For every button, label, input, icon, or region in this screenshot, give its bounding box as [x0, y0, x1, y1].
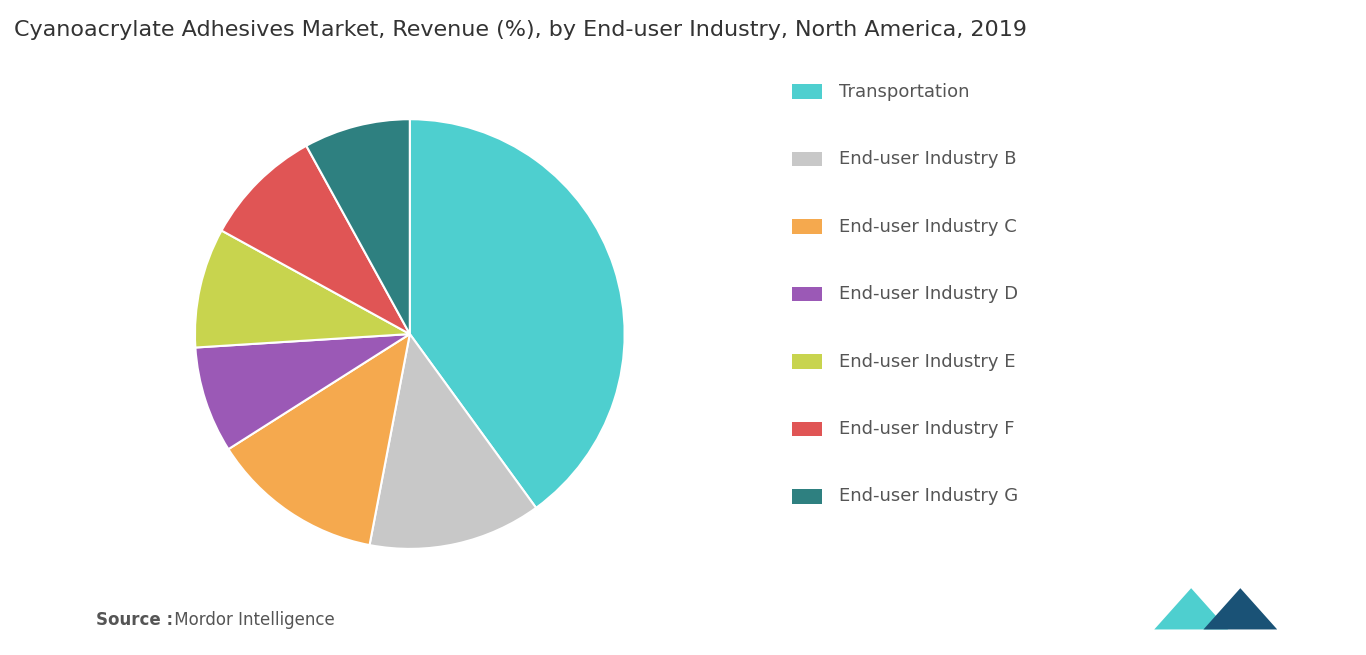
Text: Transportation: Transportation: [839, 83, 970, 101]
Wedge shape: [306, 119, 410, 334]
Text: End-user Industry C: End-user Industry C: [839, 217, 1016, 236]
Wedge shape: [228, 334, 410, 545]
Text: Cyanoacrylate Adhesives Market, Revenue (%), by End-user Industry, North America: Cyanoacrylate Adhesives Market, Revenue …: [14, 20, 1027, 40]
Text: End-user Industry D: End-user Industry D: [839, 285, 1018, 303]
Polygon shape: [1203, 588, 1277, 629]
Wedge shape: [195, 231, 410, 348]
Wedge shape: [195, 334, 410, 449]
Wedge shape: [221, 146, 410, 334]
Text: Source :: Source :: [96, 611, 172, 629]
Polygon shape: [1154, 588, 1228, 629]
Wedge shape: [410, 119, 624, 508]
Text: End-user Industry F: End-user Industry F: [839, 420, 1014, 438]
Text: End-user Industry E: End-user Industry E: [839, 352, 1015, 371]
Text: End-user Industry G: End-user Industry G: [839, 487, 1018, 506]
Text: End-user Industry B: End-user Industry B: [839, 150, 1016, 168]
Text: Mordor Intelligence: Mordor Intelligence: [169, 611, 335, 629]
Wedge shape: [370, 334, 535, 549]
